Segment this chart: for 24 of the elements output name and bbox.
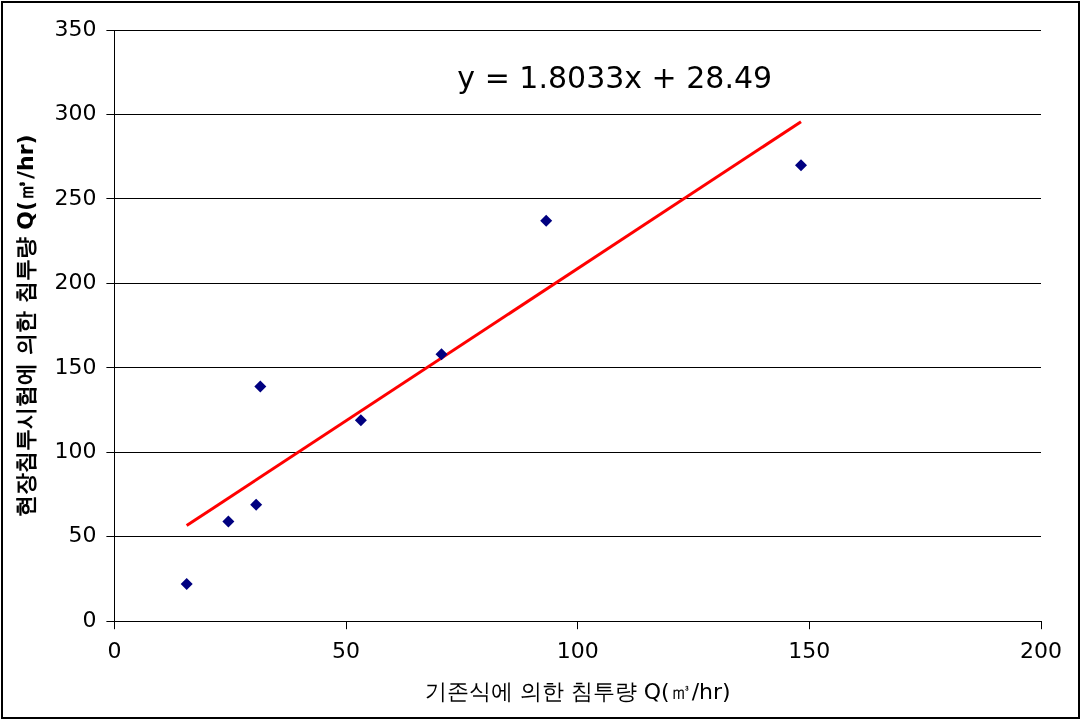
y-tick-label: 300 [54,100,97,126]
x-axis-title: 기존식에 의한 침투량 Q(㎥/hr) [424,678,731,704]
point [795,159,808,172]
y-tick-label: 100 [54,438,97,463]
x-tick-label: 0 [107,638,122,664]
y-tick-label: 350 [54,15,97,41]
y-tick-label: 0 [82,606,97,632]
point [180,578,193,591]
y-tick-label: 50 [68,522,97,548]
y-axis-title: 현장침투시험에 의한 침투량 Q(㎥/hr) [12,134,38,517]
x-tick-label: 100 [556,638,599,664]
point [222,515,235,528]
point [250,498,263,511]
x-tick-label: 200 [1020,638,1062,664]
x-tick-label: 150 [788,638,831,664]
y-tick-label: 250 [54,184,97,210]
point [435,348,448,361]
point [254,380,267,393]
y-tick-label: 200 [54,269,97,295]
point [540,214,553,227]
y-tick-label: 150 [54,353,97,379]
annotation: y = 1.8033x + 28.49 [457,59,773,95]
x-tick-label: 50 [332,638,361,664]
point [354,414,367,427]
